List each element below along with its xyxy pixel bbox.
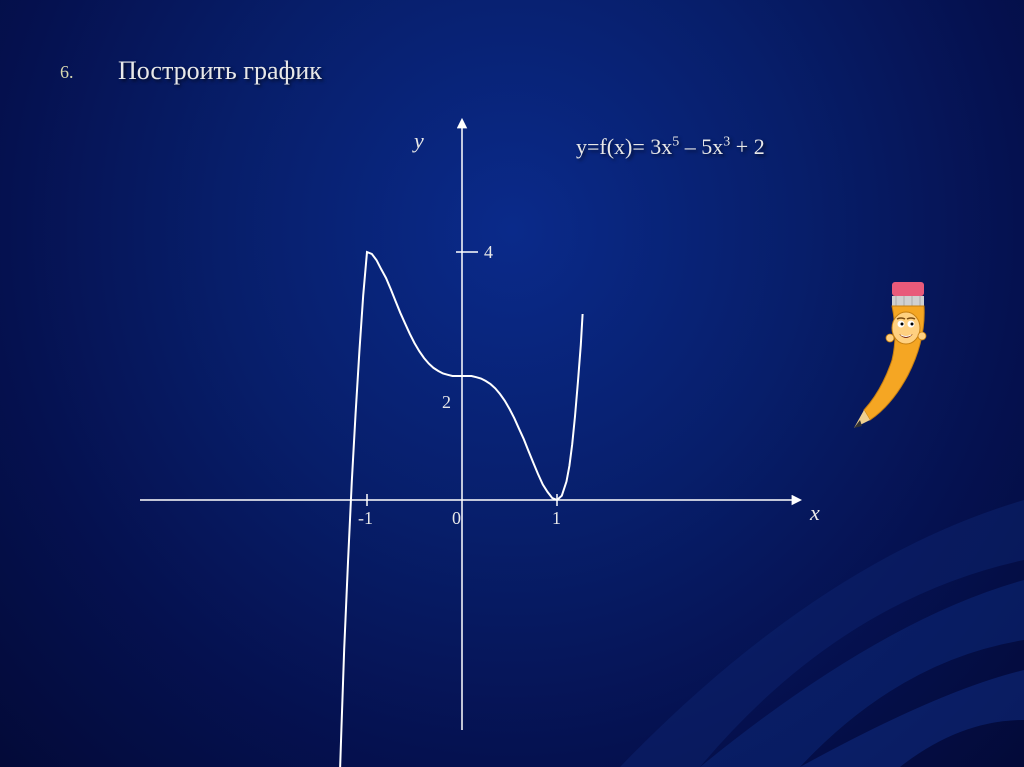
function-curve bbox=[334, 252, 583, 767]
pencil-icon bbox=[850, 280, 940, 440]
slide: 6. Построить график y=f(x)= 3x5 – 5x3 + … bbox=[0, 0, 1024, 767]
